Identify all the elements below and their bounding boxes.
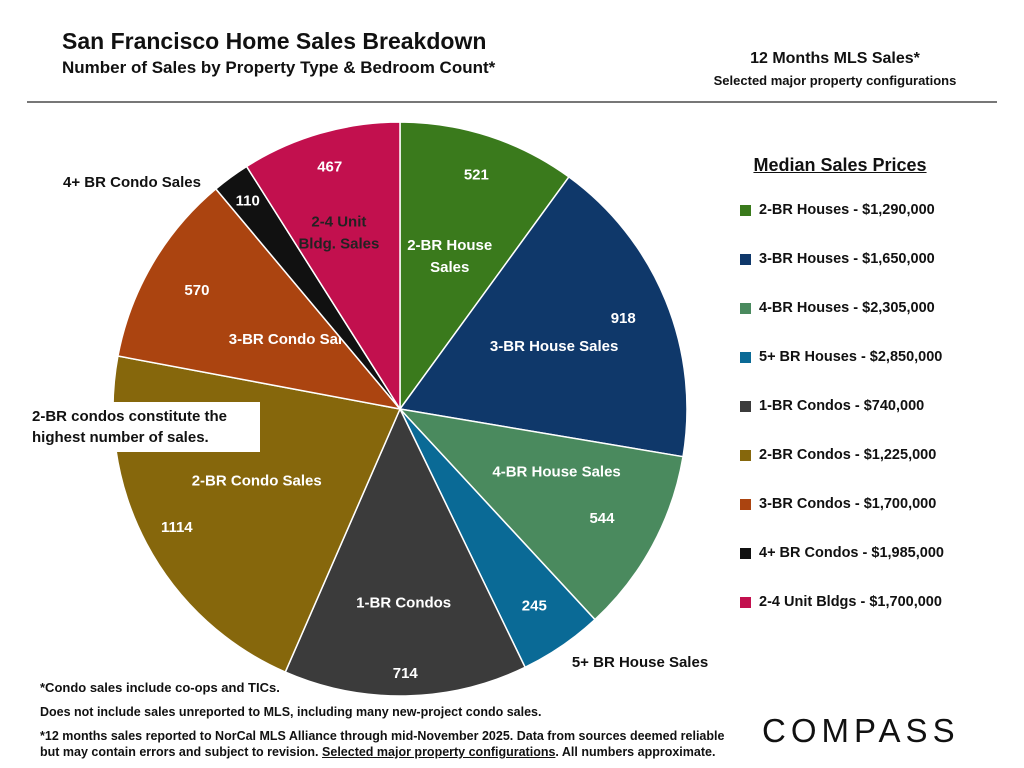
legend-label: 3-BR Condos - $1,700,000 [759, 496, 937, 512]
legend-item: 5+ BR Houses - $2,850,000 [740, 345, 1010, 369]
legend-item: 3-BR Condos - $1,700,000 [740, 492, 1010, 516]
legend-swatch [740, 351, 751, 363]
pie-slice [397, 407, 684, 621]
slice-value-label: 467 [317, 158, 342, 175]
slice-value-label: 544 [589, 510, 615, 527]
slice-value-label: 1114 [161, 519, 193, 536]
pie-slice [117, 187, 402, 411]
legend-label: 3-BR Houses - $1,650,000 [759, 251, 935, 267]
right-header-subtitle: Selected major property configurations [713, 73, 957, 88]
chart-title: San Francisco Home Sales Breakdown [62, 28, 487, 54]
slice-name-label: 4+ BR Condo Sales [63, 174, 201, 191]
legend-item: 3-BR Houses - $1,650,000 [740, 247, 1010, 271]
slice-name-line: Bldg. Sales [298, 236, 379, 253]
legend-swatch [740, 547, 751, 559]
legend-swatch [740, 449, 751, 461]
legend-item: 2-BR Condos - $1,225,000 [740, 443, 1010, 467]
slice-name-line: Sales [430, 259, 469, 276]
slice-value-label: 918 [611, 310, 636, 327]
slice-name-label: 2-4 Unit Bldg. Sales [298, 214, 379, 253]
slice-value-label: 110 [236, 192, 260, 209]
legend-label: 2-BR Houses - $1,290,000 [759, 202, 935, 218]
legend-label: 5+ BR Houses - $2,850,000 [759, 349, 943, 365]
legend-swatch [740, 498, 751, 510]
legend-swatch [740, 204, 751, 216]
footnote-source-end: . All numbers approximate. [555, 745, 716, 759]
legend-item: 1-BR Condos - $740,000 [740, 394, 1010, 418]
legend-swatch [740, 596, 751, 608]
slice-name-label: 5+ BR House Sales [572, 654, 708, 671]
legend-label: 2-4 Unit Bldgs - $1,700,000 [759, 594, 942, 610]
legend-items: 2-BR Houses - $1,290,000 3-BR Houses - $1… [740, 198, 1010, 614]
footnote-unreported: Does not include sales unreported to MLS… [40, 705, 542, 719]
chart-subtitle: Number of Sales by Property Type & Bedro… [62, 58, 496, 77]
footnote-source-text: *12 months sales reported to NorCal MLS … [40, 729, 725, 759]
slice-name-label: 4-BR House Sales [492, 463, 620, 480]
legend-item: 2-4 Unit Bldgs - $1,700,000 [740, 590, 1010, 614]
pie-slice [284, 407, 527, 697]
slice-name-label: 3-BR Condo Sales [229, 331, 359, 348]
slice-value-label: 521 [464, 166, 489, 183]
legend-label: 2-BR Condos - $1,225,000 [759, 447, 937, 463]
slice-value-label: 570 [184, 282, 209, 299]
footnote-source-link: Selected major property configurations [322, 745, 556, 759]
header-divider [27, 101, 997, 103]
right-header: 12 Months MLS Sales* Selected major prop… [660, 50, 1010, 88]
legend-swatch [740, 400, 751, 412]
legend: Median Sales Prices 2-BR Houses - $1,290… [740, 155, 1010, 639]
right-header-title: 12 Months MLS Sales* [750, 50, 920, 67]
slice-name-label: 2-BR House Sales [407, 237, 492, 276]
footnotes: *Condo sales include co-ops and TICs. Do… [40, 680, 740, 760]
footnote-source: *12 months sales reported to NorCal MLS … [40, 728, 740, 760]
callout-box: 2-BR condos constitute the highest numbe… [26, 402, 260, 452]
legend-label: 4+ BR Condos - $1,985,000 [759, 545, 944, 561]
slice-name-label: 1-BR Condos [356, 595, 451, 612]
slice-value-label: 245 [522, 598, 547, 615]
legend-item: 2-BR Houses - $1,290,000 [740, 198, 1010, 222]
legend-item: 4+ BR Condos - $1,985,000 [740, 541, 1010, 565]
slice-name-label: 3-BR House Sales [490, 338, 618, 355]
pie-slice [245, 121, 401, 412]
legend-label: 4-BR Houses - $2,305,000 [759, 300, 935, 316]
slice-name-label: 2-BR Condo Sales [192, 472, 322, 489]
legend-swatch [740, 302, 751, 314]
slice-name-line: 2-4 Unit [311, 214, 366, 231]
slice-value-label: 714 [393, 665, 419, 682]
compass-logo: COMPASS [762, 712, 960, 749]
legend-label: 1-BR Condos - $740,000 [759, 398, 925, 414]
pie-slice [399, 121, 570, 412]
legend-title: Median Sales Prices [753, 155, 927, 175]
pie-slice [398, 175, 688, 458]
legend-item: 4-BR Houses - $2,305,000 [740, 296, 1010, 320]
footnote-condo: *Condo sales include co-ops and TICs. [40, 680, 280, 695]
slice-name-line: 2-BR House [407, 237, 492, 254]
legend-swatch [740, 253, 751, 265]
